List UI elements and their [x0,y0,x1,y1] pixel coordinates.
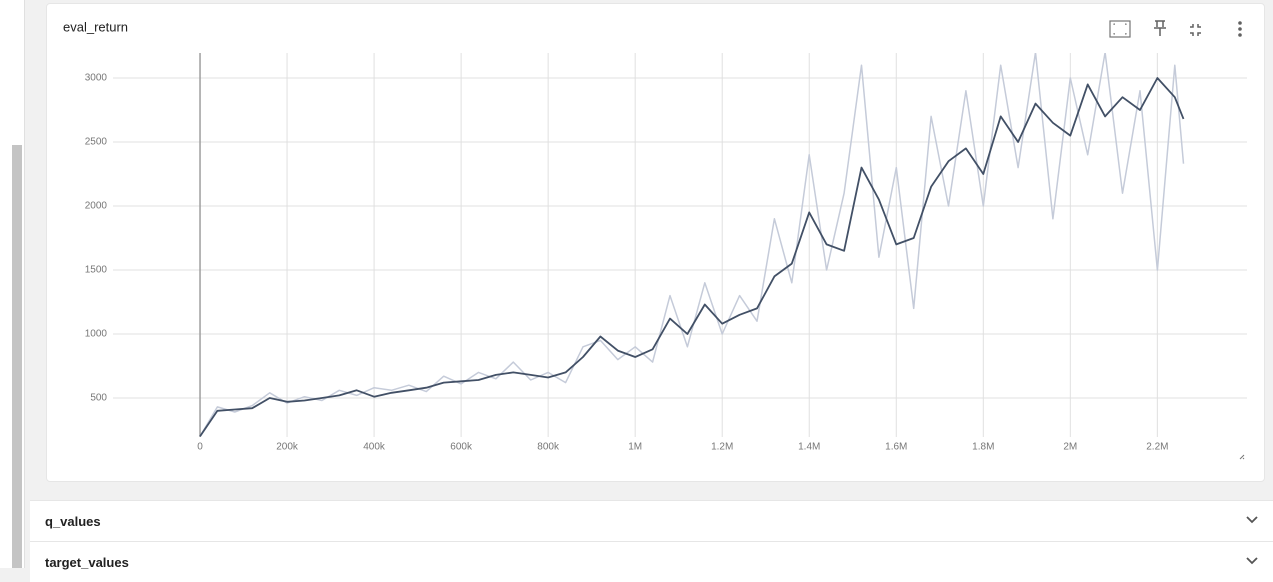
y-tick-label: 1500 [85,265,108,276]
x-tick-label: 2.2M [1146,442,1168,453]
y-tick-label: 500 [90,393,107,404]
chart-card: eval_return 500 1000 1500 2000 2500 3000 0 200k… [46,3,1265,482]
chart: eval_return 500 1000 1500 2000 2500 3000 0 200k… [63,19,1247,460]
collapse-button[interactable] [1190,24,1201,36]
chart-title: eval_return [63,19,128,34]
fit-domain-button[interactable] [1109,20,1131,38]
section-title: q_values [45,514,101,529]
x-tick-label: 800k [537,442,560,453]
more-menu-button[interactable] [1238,21,1242,37]
y-tick-label: 1000 [85,329,108,340]
y-tick-label: 3000 [85,73,108,84]
side-panel [0,0,25,568]
pin-button[interactable] [1154,20,1166,36]
x-tick-label: 1.2M [711,442,733,453]
y-tick-label: 2000 [85,201,108,212]
series-line [199,53,1185,437]
scrollbar[interactable] [12,145,22,568]
x-tick-label: 0 [197,442,203,453]
plot-area: 500 1000 1500 2000 2500 3000 0 200k 400k 600k 800k… [85,53,1247,453]
x-tick-label: 1.4M [798,442,820,453]
x-tick-label: 600k [450,442,473,453]
x-tick-label: 1.8M [972,442,994,453]
x-tick-label: 2M [1063,442,1077,453]
section-row[interactable]: q_values [30,500,1273,541]
x-tick-label: 1M [628,442,642,453]
x-tick-label: 200k [276,442,299,453]
x-tick-label: 400k [363,442,386,453]
y-tick-label: 2500 [85,137,108,148]
series-line [199,77,1185,437]
expand-icon[interactable] [1245,554,1259,568]
x-tick-label: 1.6M [885,442,907,453]
resize-handle[interactable] [1239,454,1245,460]
expand-icon[interactable] [1245,513,1259,527]
section-row[interactable]: target_values [30,541,1273,582]
section-title: target_values [45,555,129,570]
